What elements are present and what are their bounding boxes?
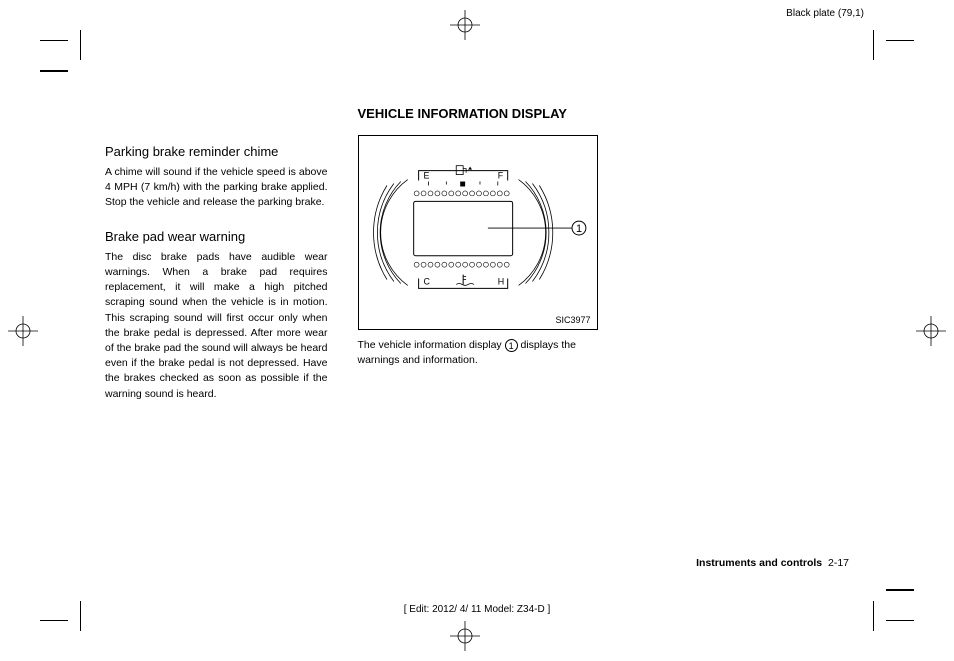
section-title: VEHICLE INFORMATION DISPLAY: [358, 106, 598, 121]
callout-ref: 1: [505, 339, 518, 352]
crop-mark: [873, 30, 874, 60]
registration-mark: [916, 316, 946, 346]
crop-mark: [40, 620, 68, 621]
diagram-id: SIC3977: [555, 315, 590, 325]
svg-text:H: H: [497, 276, 503, 286]
svg-text:C: C: [423, 276, 430, 286]
crop-mark: [886, 620, 914, 621]
svg-text:F: F: [497, 171, 503, 181]
column-3: [628, 140, 851, 402]
crop-mark: [886, 40, 914, 41]
heading-parking-brake: Parking brake reminder chime: [105, 144, 328, 159]
footer-section: Instruments and controls 2-17: [696, 557, 849, 569]
diagram-caption: The vehicle information display 1 displa…: [358, 338, 598, 368]
para-parking-brake: A chime will sound if the vehicle speed …: [105, 165, 328, 211]
column-2: VEHICLE INFORMATION DISPLAY E F: [358, 140, 598, 402]
heading-brake-pad: Brake pad wear warning: [105, 229, 328, 244]
gauge-diagram: E F: [358, 135, 598, 330]
registration-mark: [8, 316, 38, 346]
svg-text:1: 1: [575, 223, 581, 235]
registration-mark: [450, 10, 480, 40]
plate-label: Black plate (79,1): [786, 8, 864, 19]
page-content: Parking brake reminder chime A chime wil…: [105, 100, 850, 402]
footer-edit: [ Edit: 2012/ 4/ 11 Model: Z34-D ]: [0, 604, 954, 615]
crop-mark: [80, 30, 81, 60]
footer-page: 2-17: [828, 557, 849, 569]
caption-text-pre: The vehicle information display: [358, 339, 505, 351]
para-brake-pad: The disc brake pads have audible wear wa…: [105, 250, 328, 402]
crop-mark: [886, 589, 914, 591]
svg-text:E: E: [423, 171, 429, 181]
footer-section-name: Instruments and controls: [696, 557, 822, 569]
crop-mark: [40, 40, 68, 41]
crop-mark: [40, 70, 68, 72]
column-1: Parking brake reminder chime A chime wil…: [105, 140, 328, 402]
registration-mark: [450, 621, 480, 651]
